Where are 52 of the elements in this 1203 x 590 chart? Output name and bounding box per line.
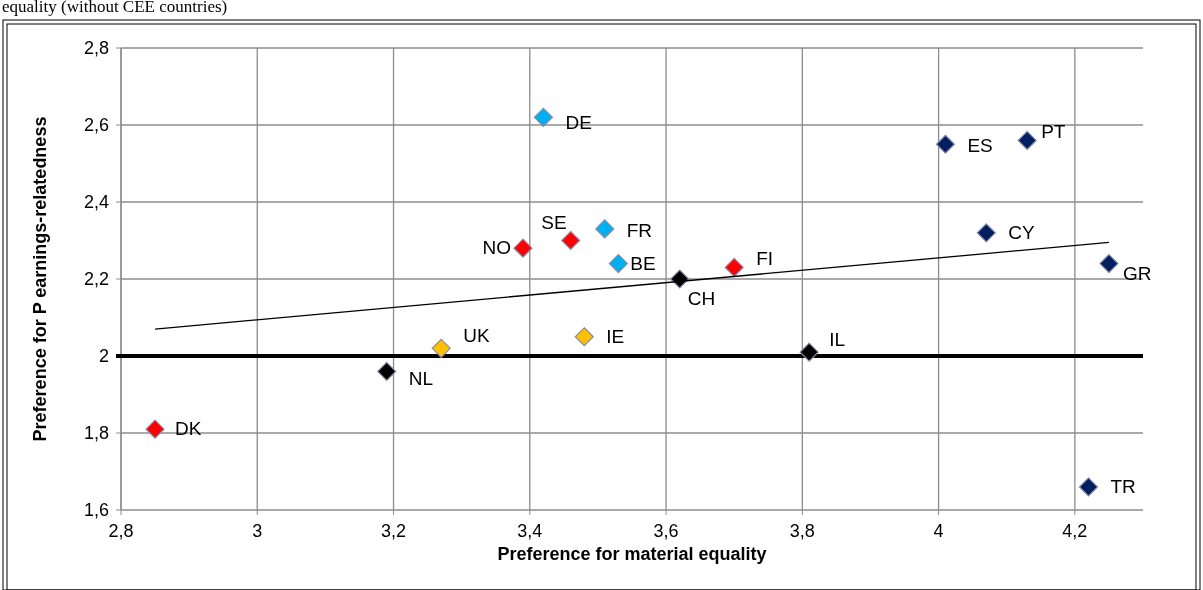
point [431, 338, 451, 358]
annotation: DK [175, 418, 202, 440]
annotation: CY [1008, 221, 1036, 243]
x-axis-title: Preference for material equality [497, 544, 767, 564]
point [670, 269, 690, 289]
annotation: BE [630, 252, 656, 274]
annotation: NO [482, 237, 511, 259]
point [513, 238, 533, 258]
annotation: FR [626, 219, 653, 241]
y-axis-title: Preference for P earnings-relatedness [30, 116, 50, 442]
y-tick-label: 2,2 [83, 269, 109, 289]
y-tick-label: 2 [98, 346, 109, 366]
annotation: FI [756, 248, 774, 270]
x-tick-label: 3 [252, 521, 263, 541]
point [1017, 130, 1037, 150]
annotation: IE [606, 325, 625, 347]
point [533, 107, 554, 127]
x-tick-label: 4 [933, 521, 944, 541]
point [976, 223, 996, 243]
x-tick-label: 3,4 [517, 521, 543, 541]
point [574, 327, 594, 347]
chart-title: equality (without CEE countries) [2, 0, 228, 16]
point [724, 257, 744, 278]
y-tick-label: 1,8 [83, 423, 109, 443]
annotation: NL [408, 368, 434, 390]
point [595, 219, 615, 239]
point [1099, 254, 1119, 274]
x-tick-label: 4,2 [1062, 521, 1088, 541]
annotation: DE [565, 112, 592, 134]
point [377, 361, 397, 381]
y-tick-label: 2,6 [83, 115, 109, 135]
annotation: UK [463, 325, 490, 347]
x-tick-label: 3,6 [653, 521, 679, 541]
point [935, 134, 956, 154]
y-tick-label: 1,6 [83, 500, 109, 520]
annotation: PT [1041, 121, 1066, 143]
x-tick-label: 2,8 [108, 521, 134, 541]
annotation: SE [541, 211, 567, 233]
annotation: GR [1122, 262, 1152, 284]
point [799, 342, 819, 362]
x-tick-label: 3,2 [381, 521, 407, 541]
y-tick-label: 2,4 [83, 192, 109, 212]
annotation: CH [687, 288, 716, 309]
point [145, 419, 165, 439]
point [1078, 477, 1099, 497]
point [561, 230, 581, 251]
annotation: ES [967, 135, 993, 157]
annotation: TR [1110, 475, 1136, 497]
point [608, 254, 628, 274]
annotation: IL [829, 329, 846, 351]
x-tick-label: 3,8 [789, 521, 815, 541]
y-tick-label: 2,8 [83, 38, 109, 58]
